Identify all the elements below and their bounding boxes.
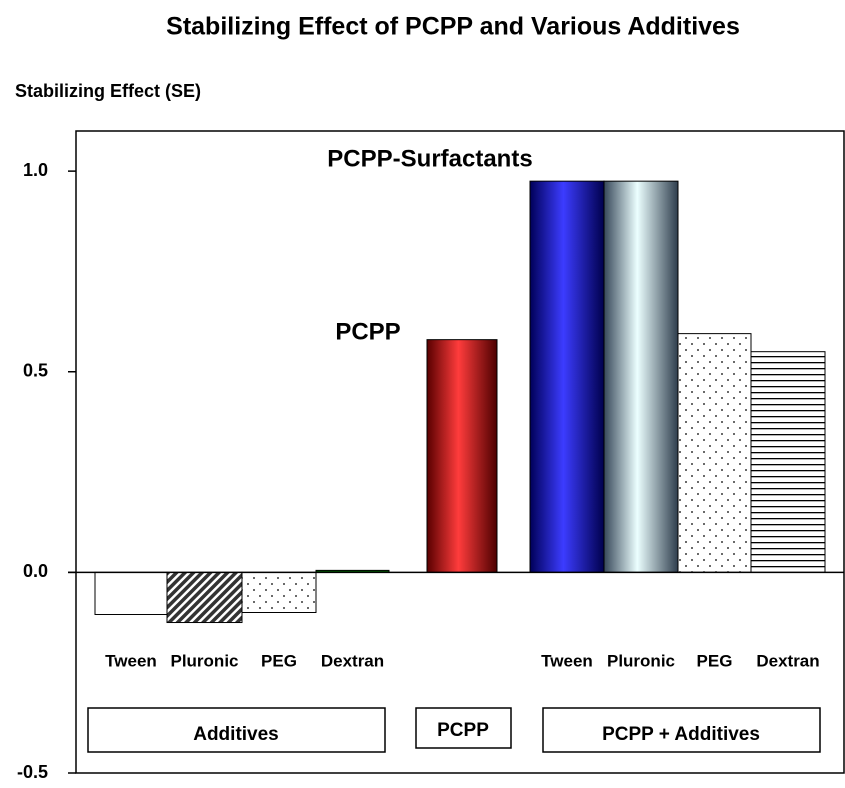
group-box xyxy=(87,707,386,753)
y-tick-label: -0.5 xyxy=(17,762,48,782)
bar xyxy=(166,571,243,624)
x-tick-label: PEG xyxy=(697,651,733,670)
bar xyxy=(750,351,826,573)
y-axis-label: Stabilizing Effect (SE) xyxy=(15,81,201,101)
y-tick-label: 1.0 xyxy=(23,160,48,180)
y-tick-label: 0.0 xyxy=(23,561,48,581)
plot-frame xyxy=(75,130,845,774)
bar xyxy=(241,571,317,613)
group-box xyxy=(415,707,512,749)
y-tick-label: 0.5 xyxy=(23,361,48,381)
group-box xyxy=(542,707,821,753)
chart-title: Stabilizing Effect of PCPP and Various A… xyxy=(166,13,740,41)
bar xyxy=(677,333,752,573)
x-tick-label: Pluronic xyxy=(170,651,238,670)
bar xyxy=(94,571,168,616)
bar xyxy=(426,339,498,573)
x-tick-label: PEG xyxy=(261,651,297,670)
x-tick-label: Tween xyxy=(105,651,157,670)
group-label: PCPP xyxy=(437,720,489,741)
annotation: PCPP xyxy=(335,318,400,345)
annotation: PCPP-Surfactants xyxy=(327,145,532,172)
x-tick-label: Dextran xyxy=(321,651,384,670)
group-label: Additives xyxy=(193,724,279,745)
bar xyxy=(529,180,605,573)
x-tick-label: Tween xyxy=(541,651,593,670)
x-tick-label: Dextran xyxy=(756,651,819,670)
x-tick-label: Pluronic xyxy=(607,651,675,670)
bar xyxy=(603,180,679,573)
group-label: PCPP + Additives xyxy=(602,724,760,745)
